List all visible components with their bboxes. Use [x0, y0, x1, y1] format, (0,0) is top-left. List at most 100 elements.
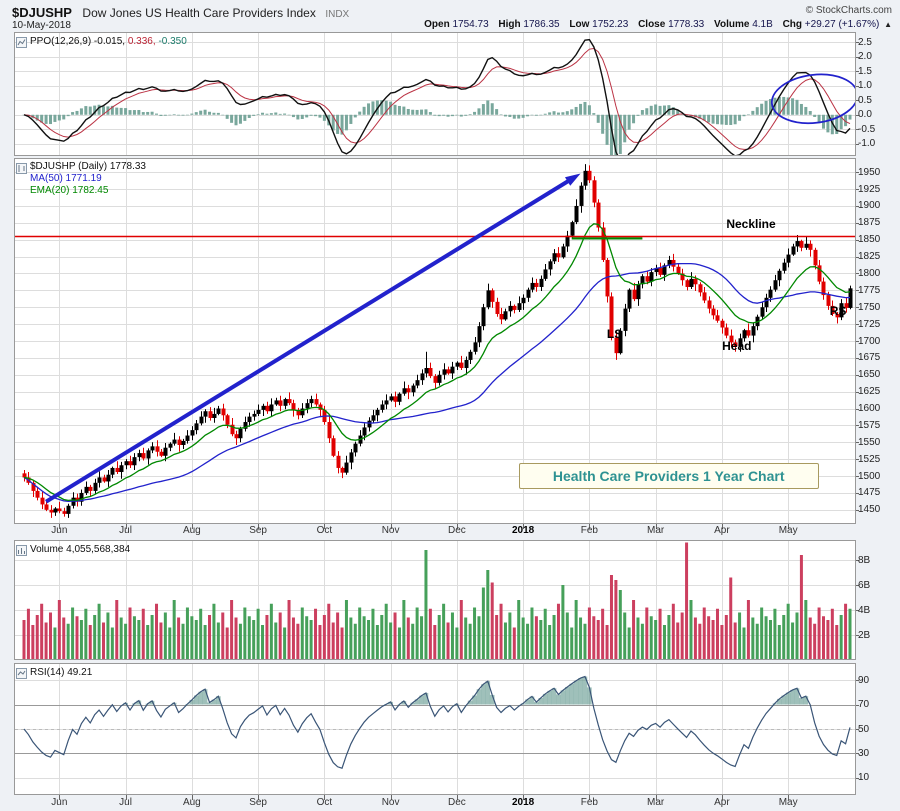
low-value: 1752.23	[592, 19, 629, 30]
neckline-annotation: Neckline	[726, 216, 776, 231]
up-arrow-icon: ▲	[884, 20, 892, 29]
change-value: +29.27 (+1.67%)	[804, 19, 880, 30]
y-axis-tick-label: 1625	[858, 386, 881, 398]
month-label: Mar	[647, 525, 665, 536]
month-label: May	[778, 797, 798, 808]
y-axis-tick-label: -0.5	[858, 123, 876, 135]
month-label: Oct	[316, 525, 333, 536]
high-label: High	[498, 19, 521, 30]
y-axis-tick-label: 1700	[858, 335, 881, 347]
month-label: Nov	[381, 525, 400, 536]
y-axis-tick-label: 1650	[858, 369, 881, 381]
y-axis-tick-label: 1675	[858, 352, 881, 364]
exchange-code: INDX	[325, 9, 350, 20]
y-axis-tick-label: 1.0	[858, 80, 872, 92]
volume-label: Volume	[714, 19, 750, 30]
y-axis-tick-label: 2.0	[858, 51, 872, 63]
y-axis-tick-label: 1600	[858, 403, 881, 415]
low-label: Low	[569, 19, 590, 30]
month-label: Jun	[51, 797, 68, 808]
chart-date: 10-May-2018	[12, 20, 71, 31]
x-axis-months-middle: Jun Jul Aug Sep Oct Nov Dec 2018 Feb Mar Apr May	[0, 525, 900, 539]
chart-header: $DJUSHP Dow Jones US Health Care Provide…	[12, 4, 349, 22]
volume-value: 4.1B	[752, 19, 773, 30]
y-axis-tick-label: 0.0	[858, 109, 872, 121]
y-axis-tick-label: 1775	[858, 284, 881, 296]
index-name: Dow Jones US Health Care Providers Index	[82, 6, 316, 20]
month-label: Apr	[714, 797, 730, 808]
high-value: 1786.35	[523, 19, 560, 30]
y-axis-tick-label: 0.5	[858, 94, 872, 106]
ppo-panel-icon[interactable]	[16, 35, 27, 48]
month-label: Dec	[447, 797, 466, 808]
ppo-value: PPO(12,26,9) -0.015,	[30, 36, 126, 47]
price-panel-icon[interactable]	[16, 161, 27, 174]
copyright: © StockCharts.com	[805, 5, 892, 16]
month-label: Aug	[182, 797, 201, 808]
month-label: Apr	[714, 525, 730, 536]
y-axis-tick-label: 2.5	[858, 36, 872, 48]
volume-panel-icon[interactable]	[16, 543, 27, 556]
y-axis-tick-label: 30	[858, 747, 870, 759]
ppo-hist-value: -0.350	[158, 36, 187, 47]
y-axis-tick-label: 1900	[858, 200, 881, 212]
head-annotation: Head	[722, 339, 752, 354]
month-label: Jul	[119, 797, 132, 808]
y-axis-tick-label: 1500	[858, 470, 881, 482]
y-axis-tick-label: 1525	[858, 453, 881, 465]
quote-summary: Open 1754.73 High 1786.35 Low 1752.23 Cl…	[417, 19, 892, 30]
y-axis-tick-label: 90	[858, 674, 870, 686]
month-label: Sep	[249, 525, 267, 536]
volume-label: Volume 4,055,568,384	[30, 544, 131, 555]
y-axis-tick-label: 1450	[858, 504, 881, 516]
price-title: $DJUSHP (Daily) 1778.33	[30, 161, 146, 172]
month-label: 2018	[512, 525, 535, 536]
y-axis-tick-label: 1825	[858, 251, 881, 263]
month-label: Feb	[580, 797, 598, 808]
y-axis-tick-label: 10	[858, 772, 870, 784]
y-axis-tick-label: 1575	[858, 419, 881, 431]
month-label: Jul	[119, 525, 132, 536]
y-axis-tick-label: 1925	[858, 183, 881, 195]
y-axis-tick-label: 2B	[858, 629, 871, 641]
y-axis-tick-label: 50	[858, 723, 870, 735]
y-axis-tick-label: 1875	[858, 217, 881, 229]
chart-title-callout: Health Care Providers 1 Year Chart	[518, 462, 819, 489]
month-label: Nov	[381, 797, 400, 808]
y-axis-tick-label: 1850	[858, 234, 881, 246]
left-shoulder-annotation: LS	[606, 326, 623, 341]
y-axis-tick-label: 1550	[858, 436, 881, 448]
close-value: 1778.33	[668, 19, 705, 30]
y-axis-tick-label: 1800	[858, 267, 881, 279]
month-label: Feb	[580, 525, 598, 536]
right-shoulder-annotation: RS	[829, 303, 847, 318]
y-axis-tick-label: 1.5	[858, 65, 872, 77]
y-axis-tick-label: 1475	[858, 487, 881, 499]
y-axis-tick-label: 1725	[858, 318, 881, 330]
ema20-legend: EMA(20) 1782.45	[30, 185, 109, 196]
y-axis-tick-label: 6B	[858, 579, 871, 591]
month-label: May	[778, 525, 798, 536]
month-label: Aug	[182, 525, 201, 536]
ppo-signal-value: 0.336,	[127, 36, 156, 47]
y-axis-tick-label: 70	[858, 699, 870, 711]
month-label: Jun	[51, 525, 68, 536]
y-axis-tick-label: 1750	[858, 301, 881, 313]
rsi-panel-icon[interactable]	[16, 666, 27, 679]
month-label: Dec	[447, 525, 466, 536]
month-label: Mar	[647, 797, 665, 808]
ma50-legend: MA(50) 1771.19	[30, 173, 102, 184]
symbol: $DJUSHP	[12, 5, 72, 20]
change-label: Chg	[782, 19, 803, 30]
month-label: Sep	[249, 797, 267, 808]
y-axis-tick-label: -1.0	[858, 138, 876, 150]
month-label: Oct	[316, 797, 333, 808]
ppo-label: PPO(12,26,9) -0.015, 0.336, -0.350	[30, 36, 187, 47]
open-label: Open	[424, 19, 450, 30]
rsi-label: RSI(14) 49.21	[30, 667, 93, 678]
open-value: 1754.73	[452, 19, 489, 30]
y-axis-tick-label: 8B	[858, 554, 871, 566]
